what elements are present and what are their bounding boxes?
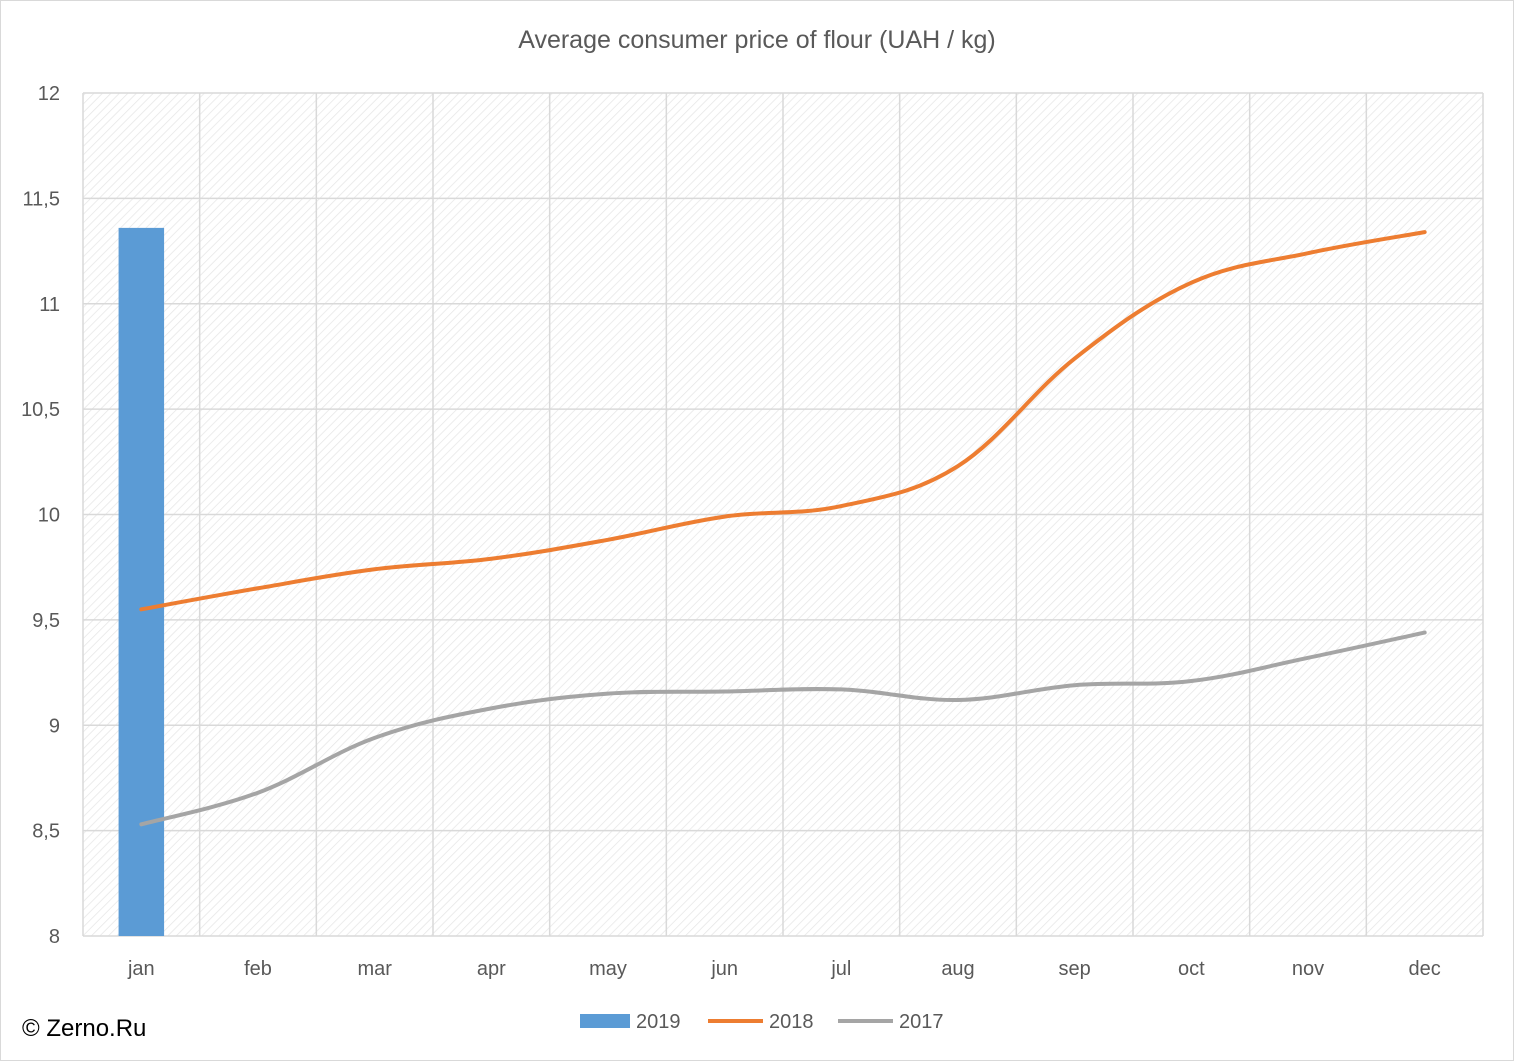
credit-text: © Zerno.Ru — [22, 1015, 147, 1042]
x-tick-label: apr — [477, 958, 506, 980]
y-tick-label: 9 — [49, 715, 60, 737]
y-tick-label: 8,5 — [32, 821, 60, 843]
x-tick-label: feb — [244, 958, 272, 980]
legend-swatch-2019 — [580, 1014, 630, 1028]
line-series-2017 — [139, 630, 1427, 827]
bar-2019-jan — [118, 227, 165, 936]
legend-label-2017: 2017 — [899, 1011, 944, 1033]
y-tick-label: 8 — [49, 926, 60, 948]
y-axis-ticks: 8 8,5 9 9,5 10 10,5 11 11,5 12 — [21, 83, 60, 948]
y-tick-label: 10,5 — [21, 399, 60, 421]
x-tick-label: jan — [127, 958, 155, 980]
line-series-2018 — [139, 230, 1427, 612]
legend: 2019 2018 2017 — [580, 1011, 944, 1033]
x-tick-label: nov — [1292, 958, 1324, 980]
bar-series — [118, 227, 165, 936]
y-tick-label: 9,5 — [32, 610, 60, 632]
x-axis-ticks: jan feb mar apr may jun jul aug sep oct nov dec — [127, 958, 1441, 980]
y-tick-label: 11,5 — [23, 188, 60, 210]
line-series — [139, 230, 1427, 827]
x-tick-label: sep — [1059, 958, 1091, 980]
chart-title: Average consumer price of flour (UAH / k… — [518, 26, 996, 54]
grid-lines — [82, 92, 1484, 937]
legend-label-2018: 2018 — [769, 1011, 814, 1033]
legend-label-2019: 2019 — [636, 1011, 681, 1033]
x-tick-label: mar — [357, 958, 392, 980]
y-tick-label: 12 — [38, 83, 60, 105]
x-tick-label: jun — [710, 958, 738, 980]
x-tick-label: jul — [830, 958, 851, 980]
y-tick-label: 10 — [38, 505, 60, 527]
x-tick-label: may — [589, 958, 627, 980]
y-tick-label: 11 — [39, 294, 60, 316]
x-tick-label: oct — [1178, 958, 1205, 980]
x-tick-label: aug — [941, 958, 974, 980]
x-tick-label: dec — [1409, 958, 1441, 980]
